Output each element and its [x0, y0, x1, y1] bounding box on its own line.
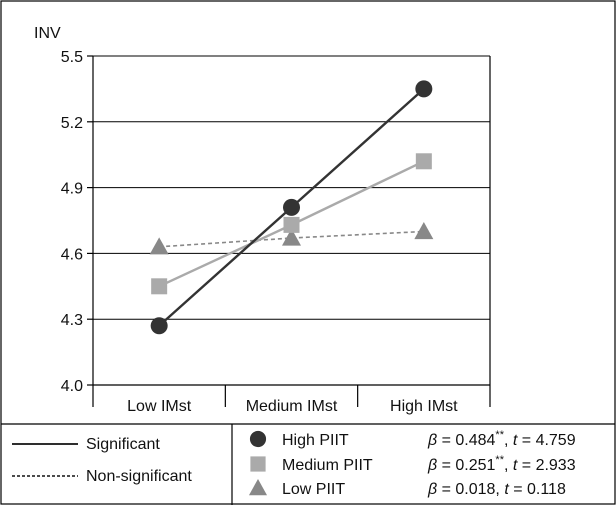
series-0-point-1: [283, 198, 300, 216]
beta-value: = 0.018: [437, 481, 495, 498]
y-tick-label-5: 5.5: [61, 49, 83, 66]
legend-marker-2: [248, 478, 268, 496]
legend-stat-1: β = 0.251**, t = 2.933: [427, 454, 576, 474]
plot-layer: 4.0 4.3 4.6 4.9 5.2 5.5 Low IMst Medium IMst Hig…: [61, 49, 491, 415]
beta-symbol: β: [427, 457, 437, 474]
series-0-point-0: [150, 317, 168, 335]
t-symbol: t: [513, 432, 518, 449]
series-2-point-0: [149, 237, 169, 255]
y-axis-label: INV: [34, 25, 61, 42]
y-tick-label-2: 4.6: [61, 246, 83, 263]
x-tick-label-1: Medium IMst: [246, 398, 338, 415]
t-symbol: t: [513, 457, 518, 474]
beta-symbol: β: [427, 432, 437, 449]
legend-series-name-2: Low PIIT: [282, 481, 345, 498]
series-2-point-1: [282, 228, 301, 246]
t-value: = 4.759: [517, 432, 575, 449]
legend-series-name-0: High PIIT: [282, 432, 349, 449]
legend-layer: Significant Non-significant High PIIT β = 0…: [12, 429, 576, 498]
t-symbol: t: [504, 481, 509, 498]
y-tick-label-0: 4.0: [61, 378, 83, 395]
beta-symbol: β: [427, 481, 437, 498]
y-tick-label-3: 4.9: [61, 181, 83, 198]
line-legend-label-1: Non-significant: [86, 468, 192, 485]
significance-marker: **: [495, 429, 504, 441]
x-tick-label-0: Low IMst: [127, 398, 192, 415]
significance-marker: **: [495, 454, 504, 466]
legend-marker-1: [250, 456, 266, 472]
comma: ,: [504, 432, 513, 449]
beta-value: = 0.484: [437, 432, 495, 449]
comma: ,: [495, 481, 504, 498]
series-2-point-2: [414, 221, 434, 240]
line-legend-label-0: Significant: [86, 436, 160, 453]
t-value: = 0.118: [509, 481, 566, 498]
series-0-point-2: [415, 80, 433, 98]
legend-stat-2: β = 0.018, t = 0.118: [427, 481, 566, 498]
legend-marker-0: [249, 430, 267, 448]
y-tick-label-1: 4.3: [61, 312, 83, 329]
comma: ,: [504, 457, 513, 474]
series-line-2: [159, 230, 424, 248]
t-value: = 2.933: [517, 457, 575, 474]
legend-series-name-1: Medium PIIT: [282, 457, 373, 474]
legend-stat-0: β = 0.484**, t = 4.759: [427, 429, 576, 449]
series-1-point-0: [151, 278, 168, 295]
series-1-point-1: [283, 216, 300, 233]
series-1-point-2: [415, 153, 432, 170]
x-tick-label-2: High IMst: [390, 398, 458, 415]
beta-value: = 0.251: [437, 457, 495, 474]
y-tick-label-4: 5.2: [61, 115, 83, 132]
